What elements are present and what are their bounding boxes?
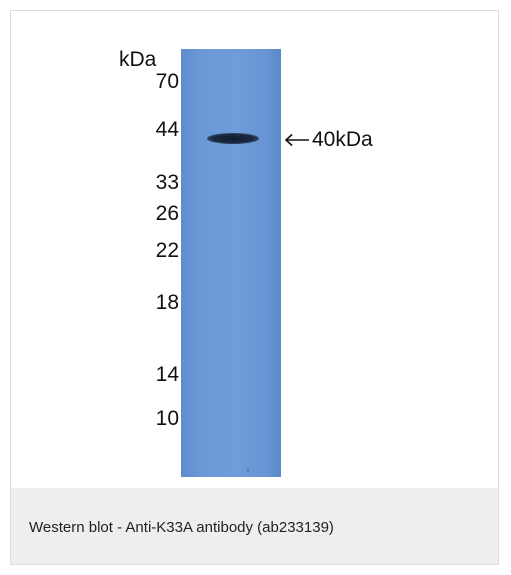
- marker-22: 22: [155, 239, 179, 262]
- band-size-label: 40kDa: [312, 128, 373, 151]
- figure-card: kDa 70 44 33 26 22 18 14 10 40kDa Wester…: [10, 10, 499, 565]
- marker-18: 18: [155, 291, 179, 314]
- band-annotation: 40kDa: [284, 129, 373, 150]
- membrane-speck: [247, 469, 249, 472]
- marker-70: 70: [155, 70, 179, 93]
- marker-26: 26: [155, 202, 179, 225]
- marker-33: 33: [155, 171, 179, 194]
- marker-10: 10: [155, 407, 179, 430]
- marker-14: 14: [155, 363, 179, 386]
- kda-unit-label: kDa: [119, 48, 157, 71]
- western-blot-figure: kDa 70 44 33 26 22 18 14 10 40kDa: [11, 11, 498, 488]
- caption-area: Western blot - Anti-K33A antibody (ab233…: [11, 488, 498, 564]
- marker-44: 44: [155, 118, 179, 141]
- blot-membrane: [181, 49, 281, 477]
- protein-band: [207, 133, 259, 144]
- left-arrow-icon: [284, 133, 309, 146]
- figure-caption: Western blot - Anti-K33A antibody (ab233…: [29, 519, 334, 536]
